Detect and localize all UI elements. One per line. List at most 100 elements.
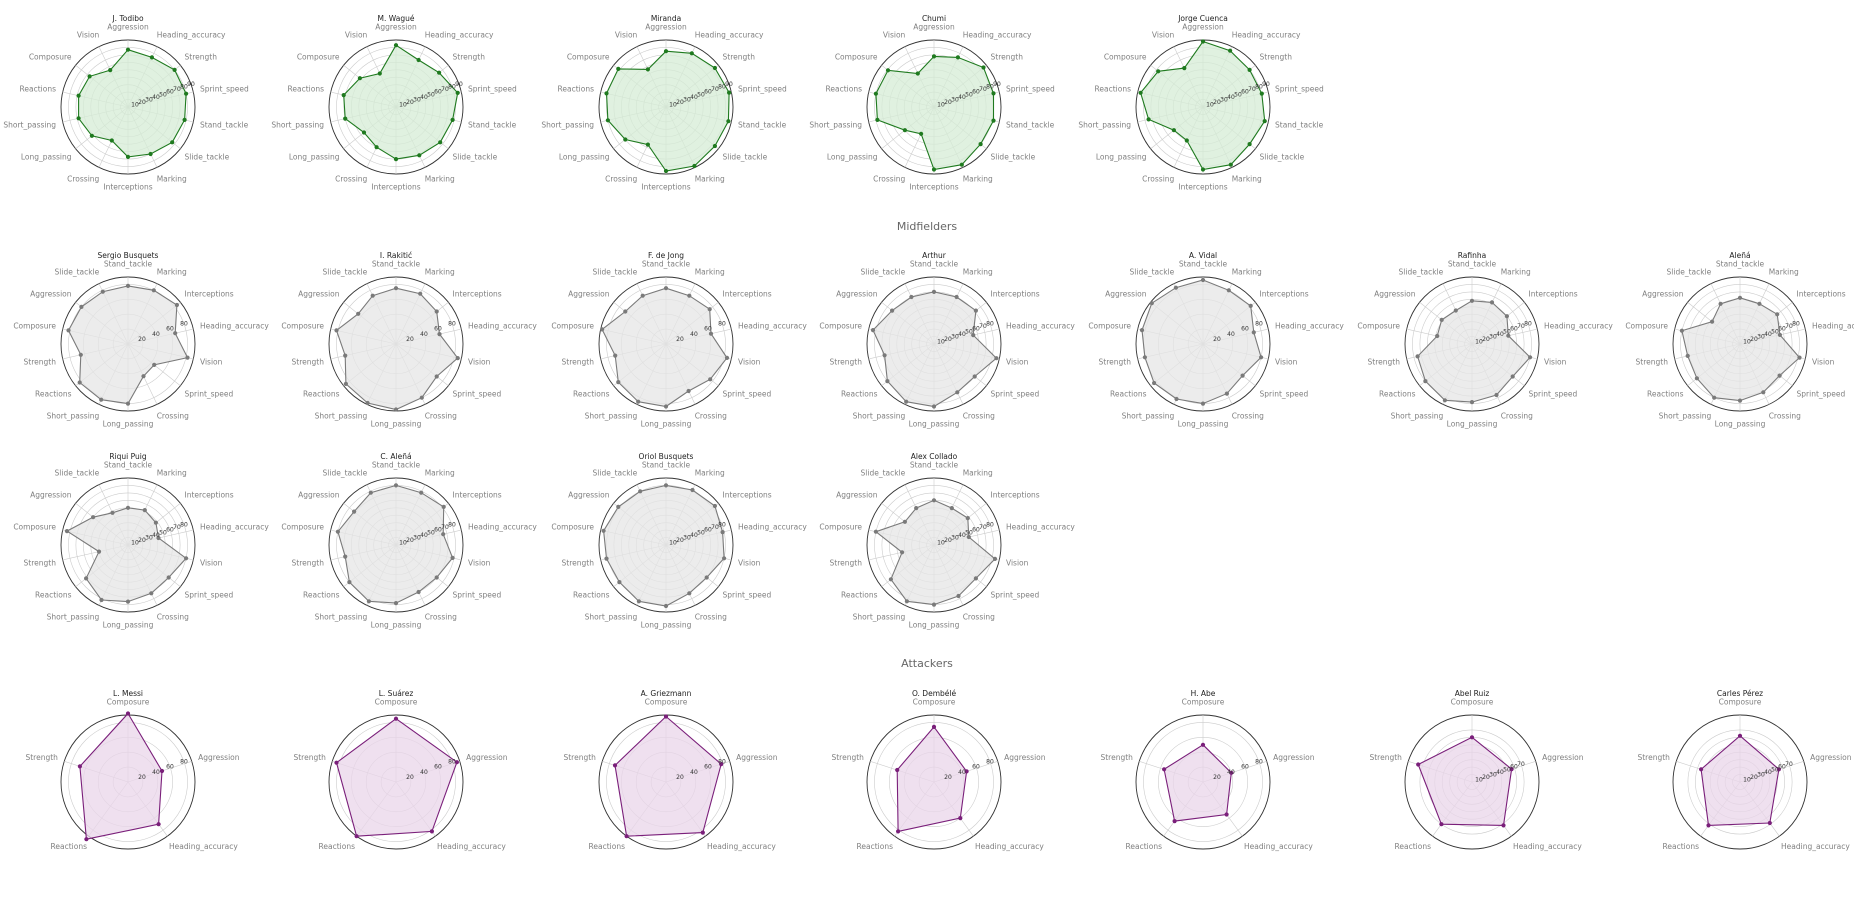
data-point-long_passing [931,404,937,409]
axis-label-long_passing: Long_passing [371,621,422,630]
data-point-short_passing [1174,396,1179,402]
data-point-short_passing [1146,117,1151,122]
series-polygon [1163,744,1232,822]
axis-label-heading_accuracy: Heading_accuracy [1275,322,1344,331]
axis-label-reactions: Reactions [841,590,878,599]
data-point-interceptions [1504,314,1509,319]
data-point-stand_tackle [450,117,455,122]
axis-label-interceptions: Interceptions [453,290,502,299]
tick-label: 80 [986,321,994,328]
tick-label: 30 [683,96,691,103]
data-point-sprint_speed [166,575,171,580]
player-title: H. Abe [1191,689,1216,698]
data-point-reactions [84,837,89,842]
tick-label: 20 [1482,336,1490,343]
tick-label: 30 [683,534,691,541]
data-point-heading_accuracy [955,55,960,60]
data-point-slide_tackle [978,142,983,147]
data-point-crossing [645,142,650,147]
tick-label: 80 [986,84,994,91]
radar-defenders-4: 10 20 30 40 50 60 70 80 90 Aggression Heading_accu… [1078,14,1324,192]
axis-label-slide_tackle: Slide_tackle [861,267,906,276]
data-point-long_passing [1737,398,1743,403]
series-polygon [1417,736,1513,826]
axis-label-crossing: Crossing [1501,412,1533,421]
series-polygon [335,718,458,837]
axis-label-strength: Strength [563,753,596,762]
axis-label-slide_tackle: Slide_tackle [185,152,230,161]
data-point-crossing [919,131,924,136]
data-point-heading_accuracy [700,830,705,835]
tick-label: 30 [951,534,959,541]
axis-label-slide_tackle: Slide_tackle [1399,267,1444,276]
tick-label: 20 [138,99,146,106]
data-point-stand_tackle [1469,298,1475,303]
data-point-stand_tackle [931,498,937,503]
tick-label: 70 [1785,761,1793,768]
data-point-sprint_speed [1240,373,1245,378]
data-point-stand_tackle [393,286,399,291]
axis-label-short_passing: Short_passing [809,120,862,129]
data-point-slide_tackle [638,489,643,494]
radar-midfielders-0: 20 40 60 80 Stand_tackle Marking Interceptions… [13,251,269,429]
axis-label-reactions: Reactions [589,842,626,851]
data-point-long_passing [361,130,367,135]
data-point-sprint_speed [455,90,460,95]
tick-label: 80 [1255,759,1263,766]
axis-label-heading_accuracy: Heading_accuracy [1006,322,1075,331]
axis-label-heading_accuracy: Heading_accuracy [200,322,269,331]
axis-label-strength: Strength [1637,753,1670,762]
data-point-slide_tackle [368,490,373,495]
axis-label-composure: Composure [835,53,878,62]
axis-label-vision: Vision [1006,558,1029,567]
axis-label-strength: Strength [292,558,325,567]
data-point-long_passing [393,601,399,606]
axis-label-composure: Composure [1357,322,1400,331]
tick-label: 80 [448,321,456,328]
tick-label: 20 [1750,336,1758,343]
axis-label-marking: Marking [425,175,455,184]
axis-label-crossing: Crossing [873,175,905,184]
data-point-interceptions [1775,312,1780,317]
axis-label-strength: Strength [830,357,863,366]
axis-label-interceptions: Interceptions [103,183,152,192]
data-point-strength [613,353,618,358]
tick-label: 40 [152,94,160,101]
axis-label-reactions: Reactions [1395,842,1432,851]
tick-label: 10 [399,540,407,547]
series-polygon [335,287,459,411]
data-point-strength [1162,767,1167,772]
axis-label-stand_tackle: Stand_tackle [642,461,691,470]
axis-label-aggression: Aggression [568,290,610,299]
tick-label: 40 [1764,331,1772,338]
data-point-aggression [125,47,131,52]
data-point-strength [900,550,905,555]
axis-label-sprint_speed: Sprint_speed [738,85,787,94]
data-point-strength [1415,354,1420,359]
player-title: M. Wagué [378,14,415,23]
data-point-interceptions [707,307,712,312]
axis-label-marking: Marking [157,267,187,276]
data-point-vision [994,356,999,361]
axis-label-aggression: Aggression [1273,753,1315,762]
series-polygon [1700,735,1780,826]
tick-label: 50 [1234,91,1242,98]
data-point-vision [185,355,190,360]
data-point-aggression [1710,319,1715,324]
axis-label-composure: Composure [913,698,956,707]
axis-label-strength: Strength [562,558,595,567]
radar-attackers-4: 20 40 60 80 Composure Aggression Heading_accur… [1100,689,1315,851]
data-point-reactions [1439,822,1444,827]
tick-label: 40 [690,94,698,101]
axis-label-slide_tackle: Slide_tackle [991,152,1036,161]
tick-label: 80 [180,321,188,328]
data-point-crossing [141,374,146,379]
data-point-long_passing [125,401,131,406]
axis-label-stand_tackle: Stand_tackle [1006,120,1055,129]
data-point-reactions [604,91,609,96]
data-point-strength [1699,767,1704,772]
axis-label-vision: Vision [615,30,638,39]
axis-label-reactions: Reactions [1126,842,1163,851]
data-point-strength [343,554,348,559]
tick-label: 60 [434,89,442,96]
